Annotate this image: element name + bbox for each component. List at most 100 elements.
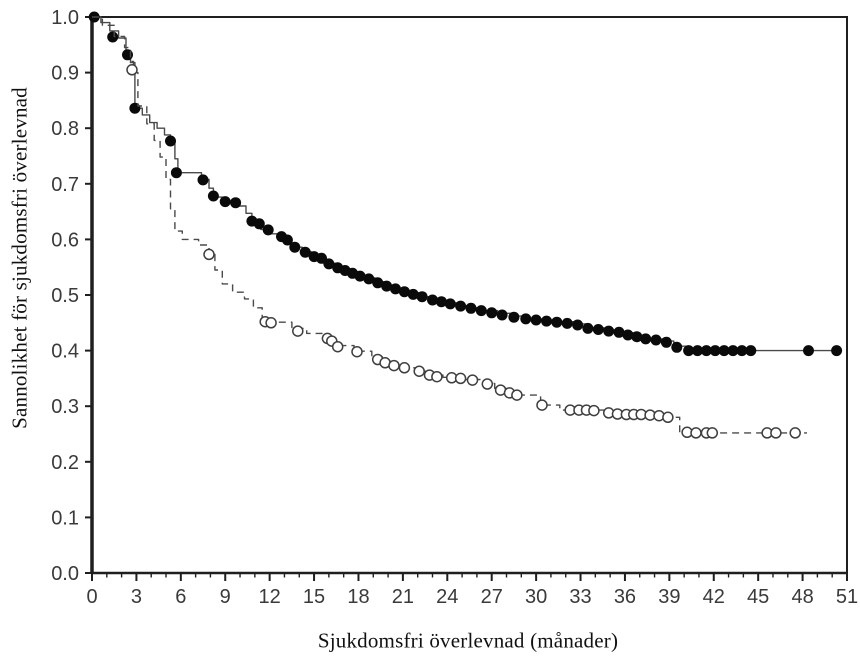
filled-circle-data-point-marker: [640, 333, 652, 345]
filled-circle-data-point-marker: [700, 345, 712, 357]
open-circle-data-point-marker: [536, 399, 548, 411]
filled-circle-data-point-marker: [170, 167, 182, 179]
x-tick-label: 12: [259, 586, 281, 608]
filled-circle-data-point-marker: [197, 174, 209, 186]
y-tick-label: 0.9: [51, 63, 79, 85]
x-tick-label: 51: [836, 586, 858, 608]
filled-circle-data-point-marker: [650, 334, 662, 346]
filled-circle-data-point-marker: [262, 224, 274, 236]
filled-circle-data-point-marker: [736, 345, 748, 357]
x-tick-label: 3: [131, 586, 142, 608]
filled-circle-data-point-marker: [622, 329, 634, 341]
open-circle-data-point-marker: [413, 365, 425, 377]
filled-circle-data-point-marker: [289, 241, 301, 253]
filled-circle-data-point-marker: [475, 305, 487, 317]
x-tick-label: 45: [747, 586, 769, 608]
open-circle-data-point-marker: [511, 389, 523, 401]
open-circle-data-point-marker: [331, 340, 344, 353]
filled-circle-data-point-marker: [219, 196, 231, 208]
open-circle-data-point-marker: [690, 427, 702, 439]
x-tick-label: 0: [86, 586, 97, 608]
x-tick-label: 15: [303, 586, 325, 608]
open-circle-data-point-marker: [481, 378, 494, 390]
open-circle-data-point-marker: [398, 362, 411, 374]
filled-circle-data-point-marker: [592, 324, 604, 335]
filled-circle-data-point-marker: [465, 302, 477, 314]
filled-circle-data-point-marker: [613, 326, 625, 338]
x-tick-label: 30: [525, 586, 547, 608]
x-tick-label: 42: [703, 586, 725, 608]
y-tick-label: 0.8: [51, 118, 79, 140]
filled-circle-data-point-marker: [486, 307, 498, 319]
open-circles-dashed-markers: [126, 64, 801, 439]
filled-circle-data-point-marker: [354, 270, 366, 282]
filled-circle-data-point-marker: [372, 277, 384, 289]
x-axis-ticks: 0 3 6 9 12 15 18 21 24 27 30 33 36 39 42 45 48 51: [86, 573, 858, 608]
open-circle-data-point-marker: [265, 317, 277, 329]
filled-circle-data-point-marker: [427, 294, 438, 306]
plot-border: [91, 16, 848, 574]
y-axis-ticks: 0.0 0.1 0.2 0.3 0.4 0.5 0.6 0.7 0.8 0.9 1.0: [51, 7, 92, 585]
filled-circle-data-point-marker: [530, 314, 542, 326]
x-tick-label: 9: [220, 586, 231, 608]
filled-circle-data-point-marker: [745, 345, 757, 357]
filled-circle-data-point-marker: [435, 296, 447, 308]
filled-circle-data-point-marker: [253, 218, 265, 230]
filled-circle-data-point-marker: [671, 341, 683, 353]
x-tick-label: 39: [658, 586, 680, 608]
filled-circle-data-point-marker: [444, 298, 456, 310]
filled-circle-data-point-marker: [727, 345, 739, 357]
filled-circle-data-point-marker: [455, 300, 467, 312]
filled-circle-data-point-marker: [718, 345, 730, 357]
filled-circle-data-point-marker: [683, 345, 695, 357]
filled-circle-data-point-marker: [561, 317, 573, 329]
filled-circles-solid-markers: [88, 11, 843, 357]
y-tick-label: 0.4: [51, 341, 79, 363]
y-tick-label: 0.6: [51, 229, 79, 251]
y-tick-label: 0.5: [51, 285, 79, 307]
filled-circle-data-point-marker: [230, 197, 242, 209]
open-circle-data-point-marker: [770, 427, 782, 439]
filled-circle-data-point-marker: [323, 258, 335, 270]
open-circle-data-point-marker: [388, 359, 400, 372]
filled-circle-data-point-marker: [381, 280, 393, 292]
filled-circle-data-point-marker: [496, 309, 508, 321]
open-circle-data-point-marker: [126, 64, 138, 76]
filled-circle-data-point-marker: [660, 336, 672, 348]
x-tick-label: 36: [614, 586, 636, 608]
open-circle-data-point-marker: [706, 427, 719, 439]
x-tick-label: 6: [175, 586, 186, 608]
filled-circle-data-point-marker: [299, 246, 311, 258]
open-circle-data-point-marker: [292, 325, 304, 337]
filled-circle-data-point-marker: [831, 345, 843, 357]
x-tick-label: 21: [392, 586, 414, 608]
y-axis-title: Sannolikhet för sjukdomsfri överlevnad: [7, 87, 32, 429]
filled-circle-data-point-marker: [572, 319, 584, 331]
y-tick-label: 0.2: [51, 452, 79, 474]
filled-circle-data-point-marker: [551, 316, 563, 328]
y-tick-label: 0.7: [51, 174, 79, 196]
open-circle-data-point-marker: [588, 404, 600, 417]
y-tick-label: 0.1: [51, 507, 79, 529]
y-tick-label: 0.3: [51, 396, 79, 418]
filled-circle-data-point-marker: [709, 345, 721, 357]
filled-circle-data-point-marker: [398, 286, 410, 298]
x-axis-title: Sjukdomsfri överlevnad (månader): [317, 628, 619, 653]
filled-circle-data-point-marker: [207, 190, 219, 202]
open-circle-data-point-marker: [203, 248, 215, 261]
filled-circle-data-point-marker: [692, 345, 703, 357]
filled-circle-data-point-marker: [803, 345, 814, 357]
x-tick-label: 18: [347, 586, 369, 608]
filled-circle-data-point-marker: [582, 322, 594, 334]
open-circle-data-point-marker: [454, 372, 467, 385]
series-filled-circles-solid: [88, 11, 843, 357]
x-tick-label: 27: [481, 586, 503, 608]
open-circle-data-point-marker: [662, 411, 674, 424]
filled-circle-data-point-marker: [416, 291, 428, 303]
filled-circle-data-point-marker: [508, 311, 520, 323]
series-open-circles-dashed: [92, 16, 807, 439]
filled-circle-data-point-marker: [603, 325, 615, 337]
filled-circle-data-point-marker: [390, 283, 401, 295]
